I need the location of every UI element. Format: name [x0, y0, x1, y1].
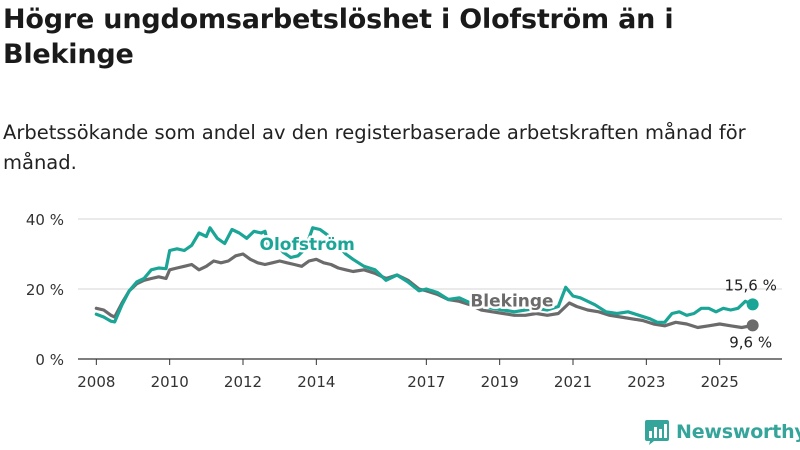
y-tick-label: 40 %: [26, 211, 64, 229]
end-value-label-olofstrom: 15,6 %: [724, 276, 776, 294]
x-tick-label: 2008: [77, 373, 115, 391]
x-tick-label: 2014: [297, 373, 335, 391]
series-line-blekinge: [94, 252, 755, 330]
series-layer: [94, 226, 759, 332]
x-tick-label: 2012: [224, 373, 262, 391]
chart-title: Högre ungdomsarbetslöshet i Olofström än…: [3, 4, 674, 70]
line-chart: 0 % 20 % 40 % 2008 2010 2012 2014 2017 2019 2021…: [26, 211, 782, 391]
y-tick-label: 0 %: [35, 351, 64, 369]
series-label-blekinge: Blekinge: [470, 292, 553, 312]
x-tick-label: 2025: [701, 373, 739, 391]
series-line-olofstrom: [94, 226, 755, 324]
x-tick-label: 2017: [407, 373, 445, 391]
x-axis: 2008 2010 2012 2014 2017 2019 2021 2023 2025: [77, 359, 739, 391]
newsworthy-logo: Newsworthy: [644, 419, 800, 445]
series-label-olofstrom: Olofström: [260, 235, 355, 255]
x-tick-label: 2010: [151, 373, 189, 391]
chart-subtitle: Arbetssökande som andel av den registerb…: [3, 121, 746, 174]
bar-chart-icon: [645, 420, 669, 445]
end-point-olofstrom: [746, 298, 759, 311]
label-layer: 15,6 % 9,6 % Olofström Blekinge: [257, 232, 777, 351]
end-point-blekinge: [746, 319, 759, 332]
brand-name: Newsworthy: [676, 421, 800, 443]
x-tick-label: 2019: [481, 373, 519, 391]
y-tick-label: 20 %: [26, 281, 64, 299]
x-tick-label: 2023: [627, 373, 665, 391]
grid-layer: 0 % 20 % 40 %: [26, 211, 782, 369]
end-value-label-blekinge: 9,6 %: [729, 333, 772, 351]
x-tick-label: 2021: [554, 373, 592, 391]
